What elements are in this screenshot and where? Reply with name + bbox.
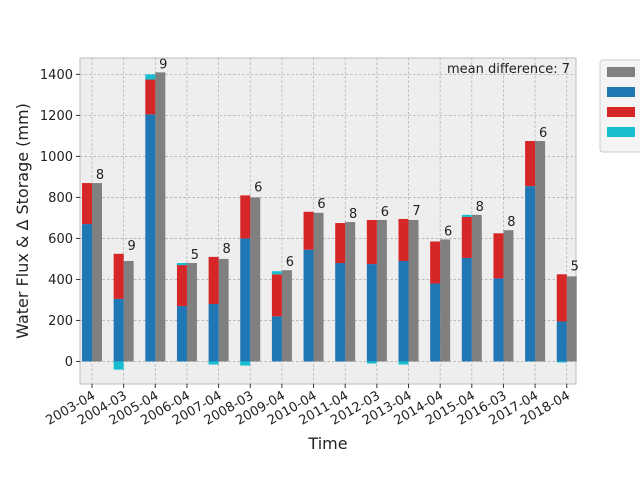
bar-total <box>155 72 166 362</box>
y-tick-label: 800 <box>48 191 73 206</box>
bar-label: 5 <box>571 259 579 274</box>
bar-blue <box>113 298 124 362</box>
bar-labels-group: 8 9 9 5 8 6 6 6 8 6 7 6 8 8 6 5 <box>96 57 579 274</box>
bar-total <box>281 270 292 362</box>
bar-label: 5 <box>191 248 199 263</box>
bar-red <box>335 223 346 264</box>
bar-red <box>366 219 377 265</box>
bar-label: 6 <box>254 180 262 195</box>
bar-cyan <box>398 361 409 365</box>
bar-red <box>208 256 219 305</box>
bar-label: 6 <box>539 126 547 141</box>
bar-cyan <box>145 74 156 80</box>
bar-red <box>398 218 409 261</box>
bar-blue <box>461 257 472 362</box>
bar-total <box>471 214 482 362</box>
bar-blue <box>398 260 409 362</box>
bar-red <box>240 195 251 239</box>
legend-swatch <box>607 127 635 137</box>
bar-total <box>123 260 134 362</box>
bar-blue <box>208 304 219 362</box>
bar-total <box>186 263 197 362</box>
bar-cyan <box>208 361 219 365</box>
bar-red <box>303 211 314 250</box>
bar-label: 8 <box>476 200 484 215</box>
bar-cyan <box>240 361 251 366</box>
bar-blue <box>366 264 377 362</box>
y-tick-label: 0 <box>65 355 73 370</box>
bar-label: 8 <box>349 207 357 222</box>
y-tick-label: 1200 <box>40 109 73 124</box>
y-axis-label: Water Flux & Δ Storage (mm) <box>13 103 32 339</box>
bar-red <box>271 274 282 317</box>
bar-red <box>525 141 536 187</box>
bar-total <box>408 219 419 362</box>
y-tick-label: 200 <box>48 314 73 329</box>
bar-label: 8 <box>507 215 515 230</box>
bar-label: 8 <box>222 242 230 257</box>
y-tick-label: 600 <box>48 232 73 247</box>
bar-label: 8 <box>96 168 104 183</box>
legend-swatch <box>607 67 635 77</box>
bar-red <box>556 274 567 322</box>
legend-swatch <box>607 87 635 97</box>
bar-red <box>430 241 441 284</box>
bar-red <box>82 183 92 225</box>
bar-red <box>493 233 504 279</box>
bar-cyan <box>176 263 187 266</box>
bar-label: 6 <box>286 255 294 270</box>
bar-total <box>92 183 102 362</box>
bar-label: 6 <box>444 224 452 239</box>
x-axis-label: Time <box>307 434 347 453</box>
bar-total <box>345 222 356 362</box>
bar-label: 6 <box>381 205 389 220</box>
legend <box>599 59 640 153</box>
y-tick-label: 400 <box>48 273 73 288</box>
mean-difference-annotation: mean difference: 7 <box>447 62 570 77</box>
bar-total <box>566 276 577 362</box>
bar-total <box>250 197 261 362</box>
bar-red <box>145 79 156 115</box>
bar-label: 9 <box>128 239 136 254</box>
bar-blue <box>303 249 314 362</box>
bar-blue <box>82 224 92 362</box>
bar-blue <box>430 283 441 362</box>
bar-cyan <box>556 361 567 363</box>
bar-blue <box>335 263 346 362</box>
bar-total <box>503 230 514 362</box>
bar-label: 9 <box>159 57 167 72</box>
bar-blue <box>525 186 536 362</box>
bar-blue <box>176 306 187 362</box>
bar-red <box>176 265 187 307</box>
y-tick-label: 1400 <box>40 68 73 83</box>
bar-total <box>535 141 546 362</box>
bar-label: 7 <box>412 204 420 219</box>
bar-blue <box>240 238 251 362</box>
bar-blue <box>145 114 156 362</box>
bar-total <box>376 219 387 362</box>
bar-total <box>313 212 324 362</box>
bars-group <box>82 72 577 370</box>
y-axis: 0 200 400 600 800 1000 1200 1400 <box>40 68 80 370</box>
bar-total <box>440 239 451 362</box>
y-tick-label: 1000 <box>40 150 73 165</box>
bar-red <box>461 216 472 258</box>
bar-red <box>113 253 124 299</box>
bar-total <box>218 258 229 362</box>
bar-cyan <box>461 214 472 217</box>
bar-cyan <box>271 271 282 275</box>
bar-label: 6 <box>317 197 325 212</box>
bar-cyan <box>366 361 377 364</box>
bar-blue <box>556 321 567 362</box>
legend-swatch <box>607 107 635 117</box>
bar-blue <box>271 316 282 362</box>
bar-blue <box>493 278 504 362</box>
bar-cyan <box>113 361 124 370</box>
